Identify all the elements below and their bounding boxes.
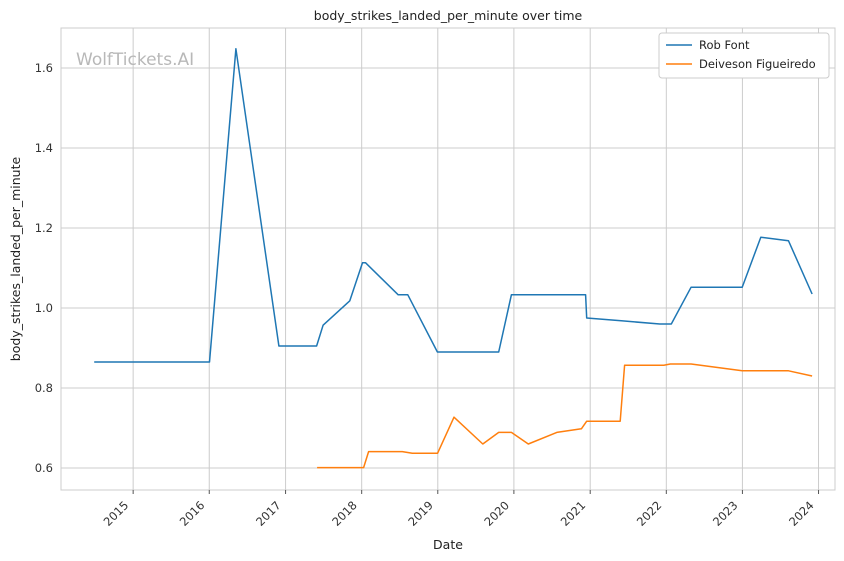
legend-label-rob-font: Rob Font xyxy=(699,38,750,52)
y-tick-label: 0.8 xyxy=(35,381,53,395)
grid xyxy=(61,28,835,490)
x-tick-label: 2020 xyxy=(481,498,512,529)
x-tick-label: 2015 xyxy=(101,498,132,529)
x-axis-label: Date xyxy=(433,537,463,552)
y-tick-label: 1.2 xyxy=(35,221,53,235)
x-axis-ticks: 2015 2016 2017 2018 2019 2020 2021 2022 2023 2024 xyxy=(101,490,820,529)
y-tick-label: 1.0 xyxy=(35,301,53,315)
y-axis-ticks: 0.6 0.8 1.0 1.2 1.4 1.6 xyxy=(35,61,53,475)
chart-title: body_strikes_landed_per_minute over time xyxy=(314,8,583,23)
watermark: WolfTickets.AI xyxy=(76,50,194,70)
legend: Rob Font Deiveson Figueiredo xyxy=(658,32,830,79)
x-tick-label: 2022 xyxy=(634,498,665,529)
x-tick-label: 2016 xyxy=(177,498,208,529)
series-layer xyxy=(94,48,813,469)
series-line-deiveson-figueiredo xyxy=(317,363,813,469)
x-tick-label: 2021 xyxy=(558,498,589,529)
x-tick-label: 2024 xyxy=(786,498,817,529)
series-line-rob-font xyxy=(94,48,813,363)
x-tick-label: 2019 xyxy=(405,498,436,529)
legend-label-deiveson-figueiredo: Deiveson Figueiredo xyxy=(699,57,816,71)
y-axis-label: body_strikes_landed_per_minute xyxy=(8,156,23,361)
y-tick-label: 1.6 xyxy=(35,61,53,75)
x-tick-label: 2023 xyxy=(710,498,741,529)
y-tick-label: 1.4 xyxy=(35,141,53,155)
x-tick-label: 2018 xyxy=(329,498,360,529)
x-tick-label: 2017 xyxy=(253,498,284,529)
legend-box xyxy=(658,32,830,79)
y-tick-label: 0.6 xyxy=(35,461,53,475)
plot-frame xyxy=(60,27,836,491)
